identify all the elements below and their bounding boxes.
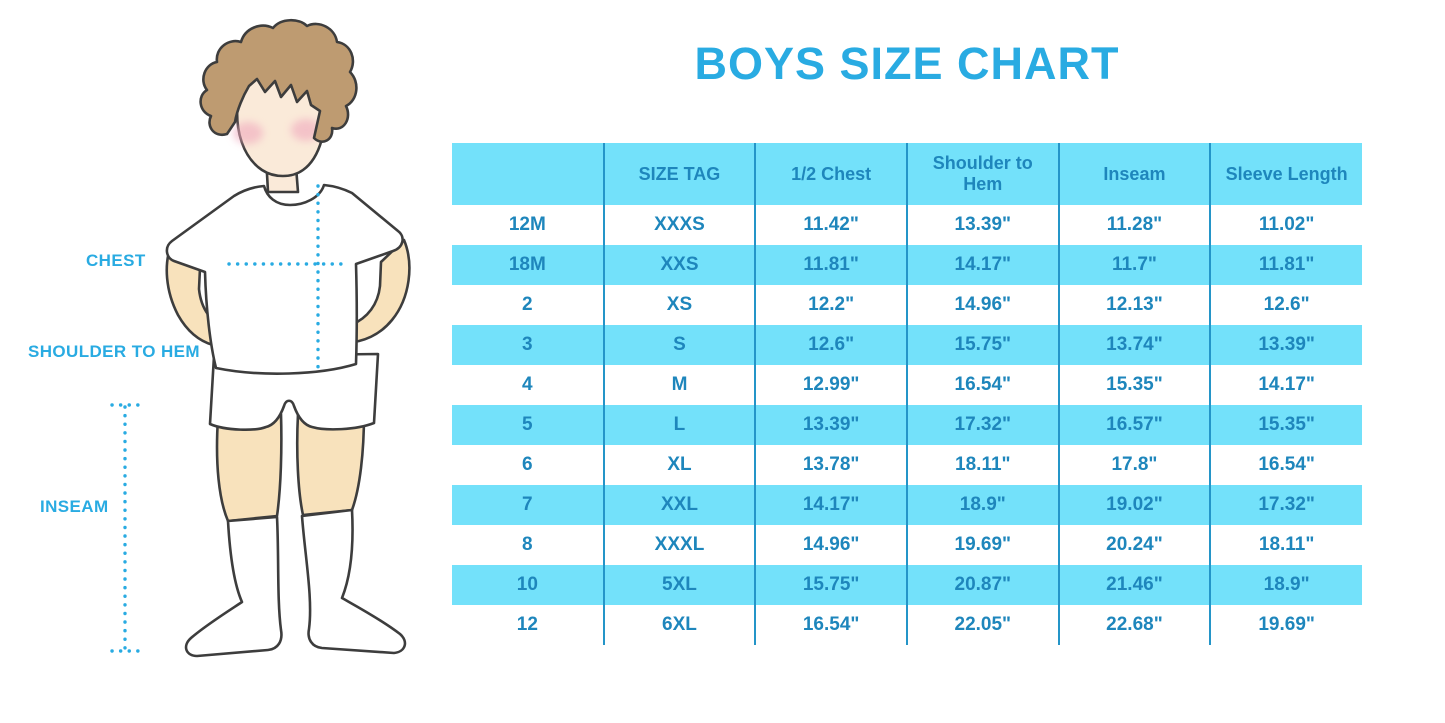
table-cell: 21.46" [1057, 565, 1211, 605]
table-cell: XL [602, 445, 756, 485]
table-row: 18M XXS 11.81" 14.17" 11.7" 11.81" [452, 245, 1362, 285]
table-cell: 12.99" [754, 365, 907, 405]
table-cell: 12M [452, 205, 604, 245]
table-cell: 13.39" [905, 205, 1059, 245]
table-cell: 13.39" [1209, 325, 1362, 365]
table-cell: 18.11" [905, 445, 1059, 485]
boy-shirt [165, 183, 404, 375]
table-cell: 4 [452, 365, 604, 405]
table-cell: 16.54" [754, 605, 907, 645]
table-cell: 8 [452, 525, 604, 565]
table-cell: L [602, 405, 756, 445]
table-cell: 14.96" [754, 525, 907, 565]
table-cell: S [602, 325, 756, 365]
table-row: 7 XXL 14.17" 18.9" 19.02" 17.32" [452, 485, 1362, 525]
boy-illustration [110, 18, 411, 658]
table-cell: 12.13" [1057, 285, 1211, 325]
table-cell: 18.9" [1209, 565, 1362, 605]
table-cell: 19.69" [905, 525, 1059, 565]
boy-hair [199, 18, 358, 143]
table-header: SIZE TAG 1/2 Chest Shoulder to Hem Insea… [452, 143, 1362, 205]
table-row: 5 L 13.39" 17.32" 16.57" 15.35" [452, 405, 1362, 445]
table-cell: 12 [452, 605, 604, 645]
table-cell: 20.87" [905, 565, 1059, 605]
table-row: 12M XXXS 11.42" 13.39" 11.28" 11.02" [452, 205, 1362, 245]
table-cell: 14.17" [905, 245, 1059, 285]
column-header-half-chest: 1/2 Chest [754, 143, 907, 205]
table-header-row: SIZE TAG 1/2 Chest Shoulder to Hem Insea… [452, 143, 1362, 205]
table-row: 6 XL 13.78" 18.11" 17.8" 16.54" [452, 445, 1362, 485]
table-cell: 12.6" [754, 325, 907, 365]
table-cell: 18.9" [905, 485, 1059, 525]
table-cell: XXXS [602, 205, 756, 245]
table-cell: 13.78" [754, 445, 907, 485]
page-title: BOYS SIZE CHART [694, 38, 1120, 89]
table-cell: 11.02" [1209, 205, 1362, 245]
table-cell: 15.35" [1057, 365, 1211, 405]
table-cell: 19.69" [1209, 605, 1362, 645]
table-cell: 2 [452, 285, 604, 325]
measurement-figure: CHEST SHOULDER TO HEM INSEAM [0, 0, 460, 723]
inseam-label: INSEAM [40, 497, 109, 516]
table-cell: 20.24" [1057, 525, 1211, 565]
table-cell: XS [602, 285, 756, 325]
boy-right-arm [347, 238, 411, 345]
table-cell: 5XL [602, 565, 756, 605]
table-cell: 6XL [602, 605, 756, 645]
table-cell: 14.17" [1209, 365, 1362, 405]
table-cell: 17.32" [1209, 485, 1362, 525]
table-cell: 17.32" [905, 405, 1059, 445]
table-row: 8 XXXL 14.96" 19.69" 20.24" 18.11" [452, 525, 1362, 565]
table-cell: 22.05" [905, 605, 1059, 645]
column-header-size [452, 143, 604, 205]
table-cell: 11.81" [754, 245, 907, 285]
table-cell: 18M [452, 245, 604, 285]
table-cell: 15.75" [754, 565, 907, 605]
table-cell: M [602, 365, 756, 405]
table-cell: 13.74" [1057, 325, 1211, 365]
table-row: 10 5XL 15.75" 20.87" 21.46" 18.9" [452, 565, 1362, 605]
table-cell: 12.6" [1209, 285, 1362, 325]
table-row: 2 XS 12.2" 14.96" 12.13" 12.6" [452, 285, 1362, 325]
column-header-size-tag: SIZE TAG [602, 143, 756, 205]
table-cell: 3 [452, 325, 604, 365]
table-cell: 19.02" [1057, 485, 1211, 525]
table-cell: 11.7" [1057, 245, 1211, 285]
size-chart-table: SIZE TAG 1/2 Chest Shoulder to Hem Insea… [452, 143, 1362, 645]
table-cell: 11.42" [754, 205, 907, 245]
boy-right-sock [300, 508, 407, 655]
column-header-shoulder-to-hem: Shoulder to Hem [905, 143, 1059, 205]
table-cell: 14.96" [905, 285, 1059, 325]
chest-label: CHEST [86, 251, 146, 270]
table-cell: 18.11" [1209, 525, 1362, 565]
table-cell: 10 [452, 565, 604, 605]
table-cell: 16.54" [1209, 445, 1362, 485]
column-header-inseam: Inseam [1057, 143, 1211, 205]
table-cell: 7 [452, 485, 604, 525]
column-header-sleeve-length: Sleeve Length [1209, 143, 1362, 205]
table-row: 4 M 12.99" 16.54" 15.35" 14.17" [452, 365, 1362, 405]
table-cell: 11.28" [1057, 205, 1211, 245]
boy-left-sock [184, 515, 283, 658]
table-cell: 16.54" [905, 365, 1059, 405]
table-row: 12 6XL 16.54" 22.05" 22.68" 19.69" [452, 605, 1362, 645]
table-cell: XXS [602, 245, 756, 285]
table-cell: 12.2" [754, 285, 907, 325]
table-cell: 16.57" [1057, 405, 1211, 445]
table-cell: 15.75" [905, 325, 1059, 365]
table-cell: XXXL [602, 525, 756, 565]
size-table-body: 12M XXXS 11.42" 13.39" 11.28" 11.02" 18M XXS 11.… [452, 205, 1362, 645]
table-cell: 5 [452, 405, 604, 445]
boy-blush-left [233, 122, 263, 144]
table-cell: 15.35" [1209, 405, 1362, 445]
shoulder-to-hem-label: SHOULDER TO HEM [28, 342, 200, 361]
table-cell: 6 [452, 445, 604, 485]
table-cell: XXL [602, 485, 756, 525]
table-cell: 11.81" [1209, 245, 1362, 285]
table-cell: 13.39" [754, 405, 907, 445]
table-cell: 22.68" [1057, 605, 1211, 645]
table-cell: 17.8" [1057, 445, 1211, 485]
table-cell: 14.17" [754, 485, 907, 525]
table-row: 3 S 12.6" 15.75" 13.74" 13.39" [452, 325, 1362, 365]
